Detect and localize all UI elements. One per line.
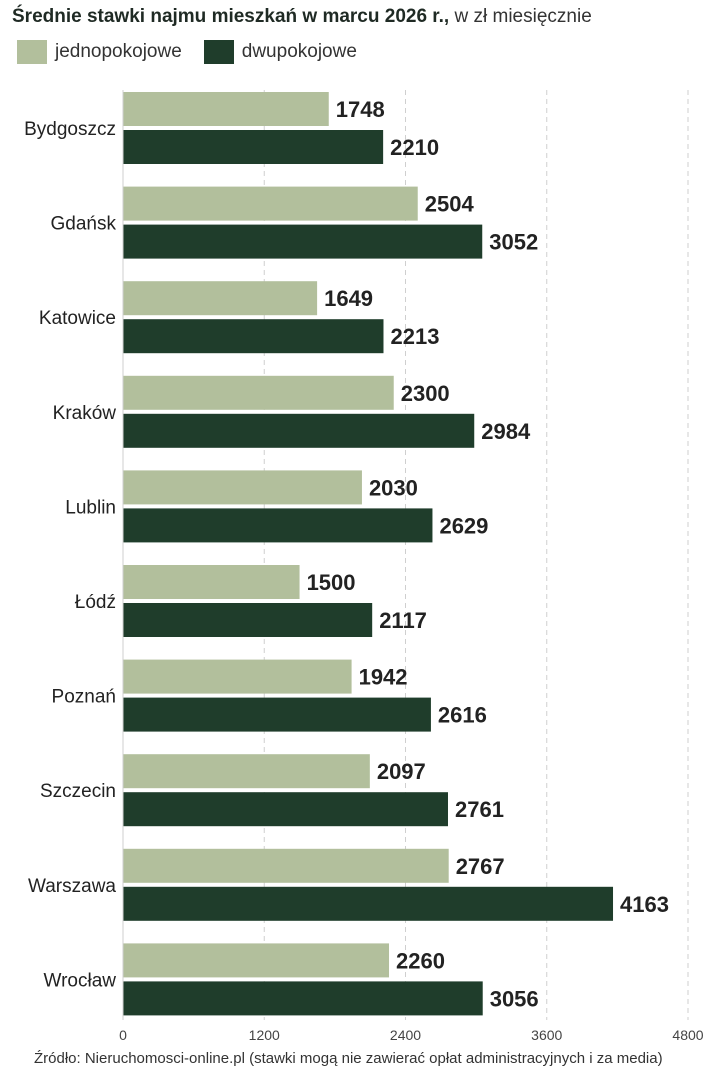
category-label-0: Bydgoszcz xyxy=(24,119,116,140)
category-label-2: Katowice xyxy=(39,308,116,329)
bar-jednopokojowe-0 xyxy=(123,92,329,126)
tick-label-3600: 3600 xyxy=(531,1027,562,1043)
source-note: Źródło: Nieruchomosci-online.pl (stawki … xyxy=(34,1050,663,1067)
legend: jednopokojowe dwupokojowe xyxy=(17,39,379,65)
category-label-5: Łódź xyxy=(75,592,116,613)
bar-jednopokojowe-5 xyxy=(123,565,300,599)
category-label-3: Kraków xyxy=(53,403,117,424)
category-label-6: Poznań xyxy=(52,687,116,708)
value-label-dwupokojowe-2: 2213 xyxy=(390,324,439,349)
chart-title: Średnie stawki najmu mieszkań w marcu 20… xyxy=(12,6,450,27)
category-label-7: Szczecin xyxy=(40,781,116,802)
value-label-jednopokojowe-2: 1649 xyxy=(324,286,373,311)
bar-dwupokojowe-3 xyxy=(123,413,475,448)
category-label-1: Gdańsk xyxy=(51,214,117,235)
bar-jednopokojowe-2 xyxy=(123,281,318,316)
bar-jednopokojowe-7 xyxy=(123,754,370,789)
legend-item-jednopokojowe: jednopokojowe xyxy=(17,40,182,64)
bar-dwupokojowe-4 xyxy=(123,508,433,543)
legend-swatch-jednopokojowe xyxy=(17,40,47,64)
value-label-dwupokojowe-0: 2210 xyxy=(390,135,439,160)
bar-dwupokojowe-2 xyxy=(123,319,384,354)
chart-title-row: Średnie stawki najmu mieszkań w marcu 20… xyxy=(12,4,702,30)
value-label-jednopokojowe-0: 1748 xyxy=(336,97,385,122)
bar-dwupokojowe-6 xyxy=(123,697,431,732)
category-label-4: Lublin xyxy=(65,497,116,518)
bar-jednopokojowe-6 xyxy=(123,659,352,694)
value-label-dwupokojowe-7: 2761 xyxy=(455,797,504,822)
bar-jednopokojowe-4 xyxy=(123,470,362,505)
value-label-dwupokojowe-9: 3056 xyxy=(490,986,539,1011)
tick-label-4800: 4800 xyxy=(672,1027,703,1043)
value-label-dwupokojowe-8: 4163 xyxy=(620,892,669,917)
bar-dwupokojowe-5 xyxy=(123,603,373,637)
value-label-jednopokojowe-6: 1942 xyxy=(359,665,408,690)
value-label-dwupokojowe-3: 2984 xyxy=(481,419,531,444)
value-label-jednopokojowe-7: 2097 xyxy=(377,759,426,784)
chart-subtitle: w zł miesięcznie xyxy=(454,6,592,27)
value-label-dwupokojowe-4: 2629 xyxy=(439,513,488,538)
value-label-jednopokojowe-3: 2300 xyxy=(401,381,450,406)
bar-dwupokojowe-0 xyxy=(123,130,384,164)
value-label-dwupokojowe-1: 3052 xyxy=(489,230,538,255)
value-label-jednopokojowe-4: 2030 xyxy=(369,475,418,500)
bar-jednopokojowe-9 xyxy=(123,943,390,978)
value-label-dwupokojowe-5: 2117 xyxy=(379,608,427,633)
value-label-dwupokojowe-6: 2616 xyxy=(438,703,487,728)
category-label-9: Wrocław xyxy=(44,970,117,991)
bar-jednopokojowe-1 xyxy=(123,186,418,221)
bar-dwupokojowe-7 xyxy=(123,792,448,827)
tick-label-0: 0 xyxy=(119,1027,127,1043)
legend-label-jednopokojowe: jednopokojowe xyxy=(55,41,182,62)
bar-dwupokojowe-1 xyxy=(123,224,483,259)
bar-dwupokojowe-9 xyxy=(123,981,483,1016)
legend-item-dwupokojowe: dwupokojowe xyxy=(203,40,357,64)
value-label-jednopokojowe-8: 2767 xyxy=(456,854,505,879)
bar-jednopokojowe-3 xyxy=(123,375,394,410)
legend-swatch-dwupokojowe xyxy=(203,40,234,64)
tick-label-2400: 2400 xyxy=(390,1027,421,1043)
category-label-8: Warszawa xyxy=(28,876,116,897)
bar-dwupokojowe-8 xyxy=(123,886,614,921)
value-label-jednopokojowe-9: 2260 xyxy=(396,948,445,973)
bar-jednopokojowe-8 xyxy=(123,848,449,883)
tick-label-1200: 1200 xyxy=(249,1027,280,1043)
value-label-jednopokojowe-1: 2504 xyxy=(425,192,475,217)
value-label-jednopokojowe-5: 1500 xyxy=(307,570,356,595)
legend-label-dwupokojowe: dwupokojowe xyxy=(241,41,357,62)
